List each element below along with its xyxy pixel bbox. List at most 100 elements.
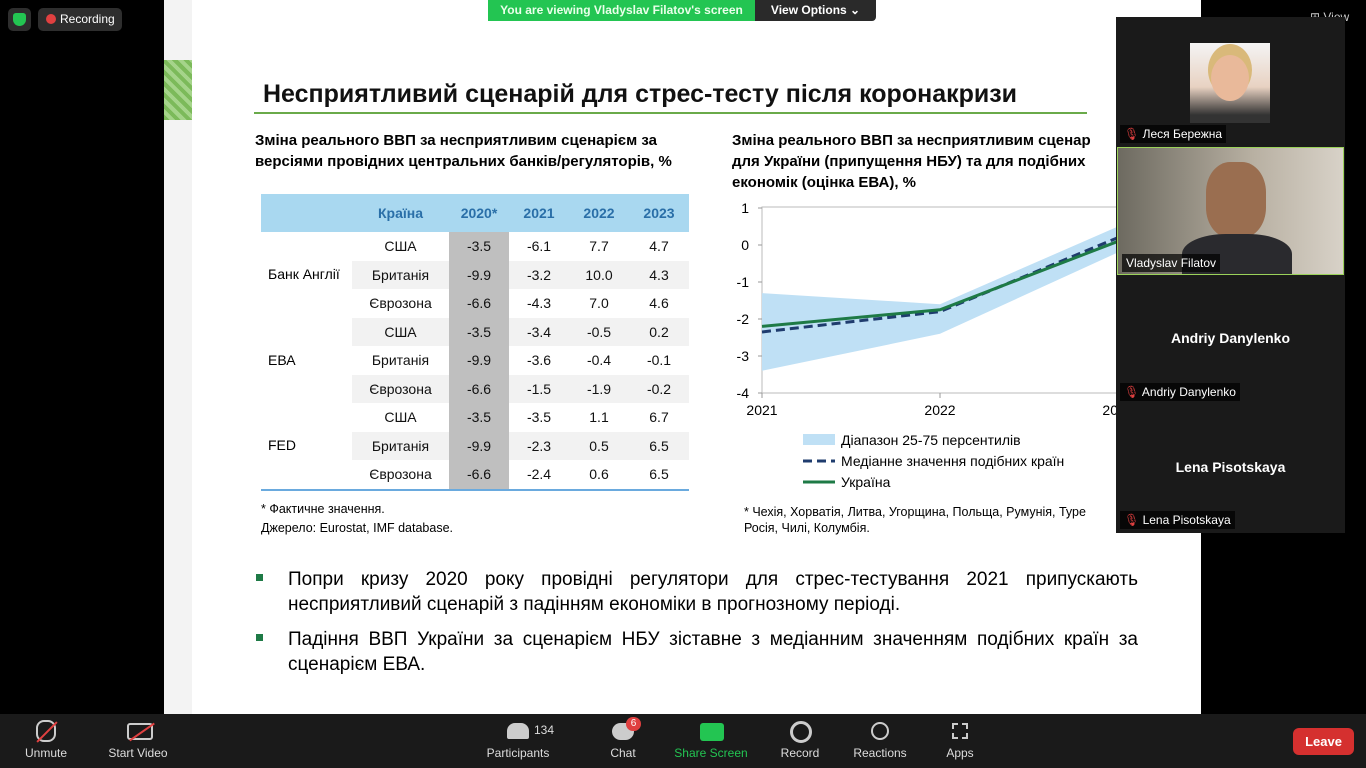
x-tick-label: 2021 (746, 402, 777, 418)
cell: 4.7 (649, 238, 669, 254)
view-options[interactable]: View Options ⌄ (755, 0, 876, 21)
tile[interactable]: 🎙 Леся Бережна (1116, 17, 1345, 145)
series-line (761, 236, 1119, 334)
chart-note: * Чехія, Хорватія, Литва, Угорщина, Поль… (744, 504, 1086, 536)
cell: 6.5 (649, 437, 669, 454)
row-band (352, 317, 689, 346)
tile[interactable]: Andriy Danylenko 🎙 Andriy Danylenko (1116, 275, 1345, 404)
apps[interactable]: Apps (946, 746, 974, 760)
cell: -6.6 (466, 466, 492, 482)
y-tick-label: -4 (737, 385, 750, 401)
cell: Єврозона (369, 466, 432, 482)
bullet: Падіння ВВП України за сценарієм НБУ зіс… (256, 627, 1138, 677)
cell: -9.9 (466, 437, 492, 454)
cell: -0.1 (646, 352, 672, 368)
start-video[interactable]: Start Video (108, 746, 168, 760)
participant-label: 🎙 Lena Pisotskaya (1120, 511, 1235, 529)
avatar (1190, 43, 1270, 123)
cell: -3.4 (526, 323, 552, 340)
bullet: Попри кризу 2020 року провідні регулятор… (256, 567, 1138, 617)
slide: Несприятливий сценарій для стрес-тесту п… (164, 0, 1201, 714)
legend-label: Медіанне значення подібних країн (841, 453, 1064, 469)
participants[interactable]: Participants (486, 746, 550, 760)
header-cell: 2023 (643, 205, 675, 221)
group-label: Банк Англії (268, 266, 340, 282)
table-rule (261, 488, 689, 491)
highlight (449, 460, 509, 489)
chat[interactable]: Chat (610, 746, 636, 760)
big-name: Andriy Danylenko (1170, 330, 1291, 346)
participants-icon (507, 723, 529, 739)
legend-label: Діапазон 25-75 персентилів (841, 432, 1021, 448)
slide-title: Несприятливий сценарій для стрес-тесту п… (263, 80, 1018, 108)
cell: -1.5 (526, 380, 552, 397)
row-band (352, 374, 689, 403)
highlight (449, 374, 509, 404)
tile[interactable]: Vladyslav Filatov (1117, 147, 1344, 275)
legend-swatch (803, 434, 835, 445)
security-icon[interactable] (8, 8, 31, 31)
y-tick-label: 0 (741, 237, 749, 253)
cell: США (384, 238, 417, 254)
table-title-line: версіями провідних центральних банків/ре… (255, 153, 672, 170)
highlight (449, 317, 509, 347)
table: Країна 2020* 2021 2022 2023 Банк Англії США -3.… (261, 194, 689, 491)
record-icon (790, 721, 812, 743)
header-cell: Країна (377, 205, 424, 221)
cell: 7.0 (589, 295, 609, 311)
share-screen[interactable]: Share Screen (674, 746, 748, 760)
reactions[interactable]: Reactions (853, 746, 907, 760)
cell: -0.4 (586, 352, 612, 368)
chart: 10-1-2-3-4202120222023Діапазон 25-75 пер… (737, 200, 1201, 490)
cell: 6.7 (649, 409, 669, 425)
cell: 6.5 (649, 466, 669, 482)
cell: -2.3 (526, 437, 552, 454)
cell: -3.5 (466, 238, 492, 254)
y-tick-label: -1 (737, 274, 750, 290)
big-name: Lena Pisotskaya (1175, 459, 1286, 475)
highlight (449, 260, 509, 290)
y-tick-label: -2 (737, 311, 750, 327)
name: Andriy Danylenko (1141, 385, 1236, 399)
name: Lena Pisotskaya (1142, 513, 1231, 527)
cell: -3.6 (526, 352, 552, 368)
cell: 0.5 (589, 437, 609, 454)
record[interactable]: Record (780, 746, 820, 760)
cell: 0.2 (649, 323, 669, 340)
cell: -6.1 (526, 238, 552, 254)
cell: -6.6 (466, 380, 492, 397)
cell: -4.3 (526, 295, 552, 311)
x-tick-label: 2022 (924, 402, 955, 418)
highlight (449, 289, 509, 318)
toolbar: Unmute Start Video 134 Participants 6 Ch… (0, 714, 1366, 768)
y-tick-label: -3 (737, 348, 750, 364)
highlight (449, 346, 509, 375)
row-band (352, 431, 689, 460)
recording-pill[interactable]: Recording (38, 8, 122, 31)
cell: -1.9 (586, 380, 612, 397)
highlight (449, 403, 509, 432)
cell: Єврозона (369, 295, 432, 311)
unmute[interactable]: Unmute (24, 746, 68, 760)
side-pattern (164, 60, 192, 120)
bullets: Попри кризу 2020 року провідні регулятор… (256, 567, 1138, 677)
note: Росія, Чилі, Колумбія. (744, 521, 870, 535)
reactions-icon (871, 722, 889, 740)
recording-label: Recording (60, 12, 115, 26)
name: Леся Бережна (1142, 127, 1223, 141)
chat-badge: 6 (626, 717, 641, 731)
bullet-text: Попри кризу 2020 року провідні регулятор… (288, 569, 1138, 615)
cell: -6.6 (466, 295, 492, 311)
header-cell: 2021 (523, 205, 555, 221)
header-row (261, 194, 689, 232)
chart-title: Зміна реального ВВП за несприятливим сце… (732, 130, 1091, 193)
cell: Британія (371, 266, 430, 283)
cell: -9.9 (466, 266, 492, 283)
highlight (449, 232, 509, 261)
series-line (761, 239, 1119, 328)
tile[interactable]: Lena Pisotskaya 🎙 Lena Pisotskaya (1116, 403, 1345, 531)
note: * Чехія, Хорватія, Литва, Угорщина, Поль… (744, 505, 1086, 519)
table-title-line: Зміна реального ВВП за несприятливим сце… (255, 132, 657, 149)
header-cell: 2020* (460, 205, 498, 221)
leave[interactable]: Leave (1293, 728, 1354, 755)
